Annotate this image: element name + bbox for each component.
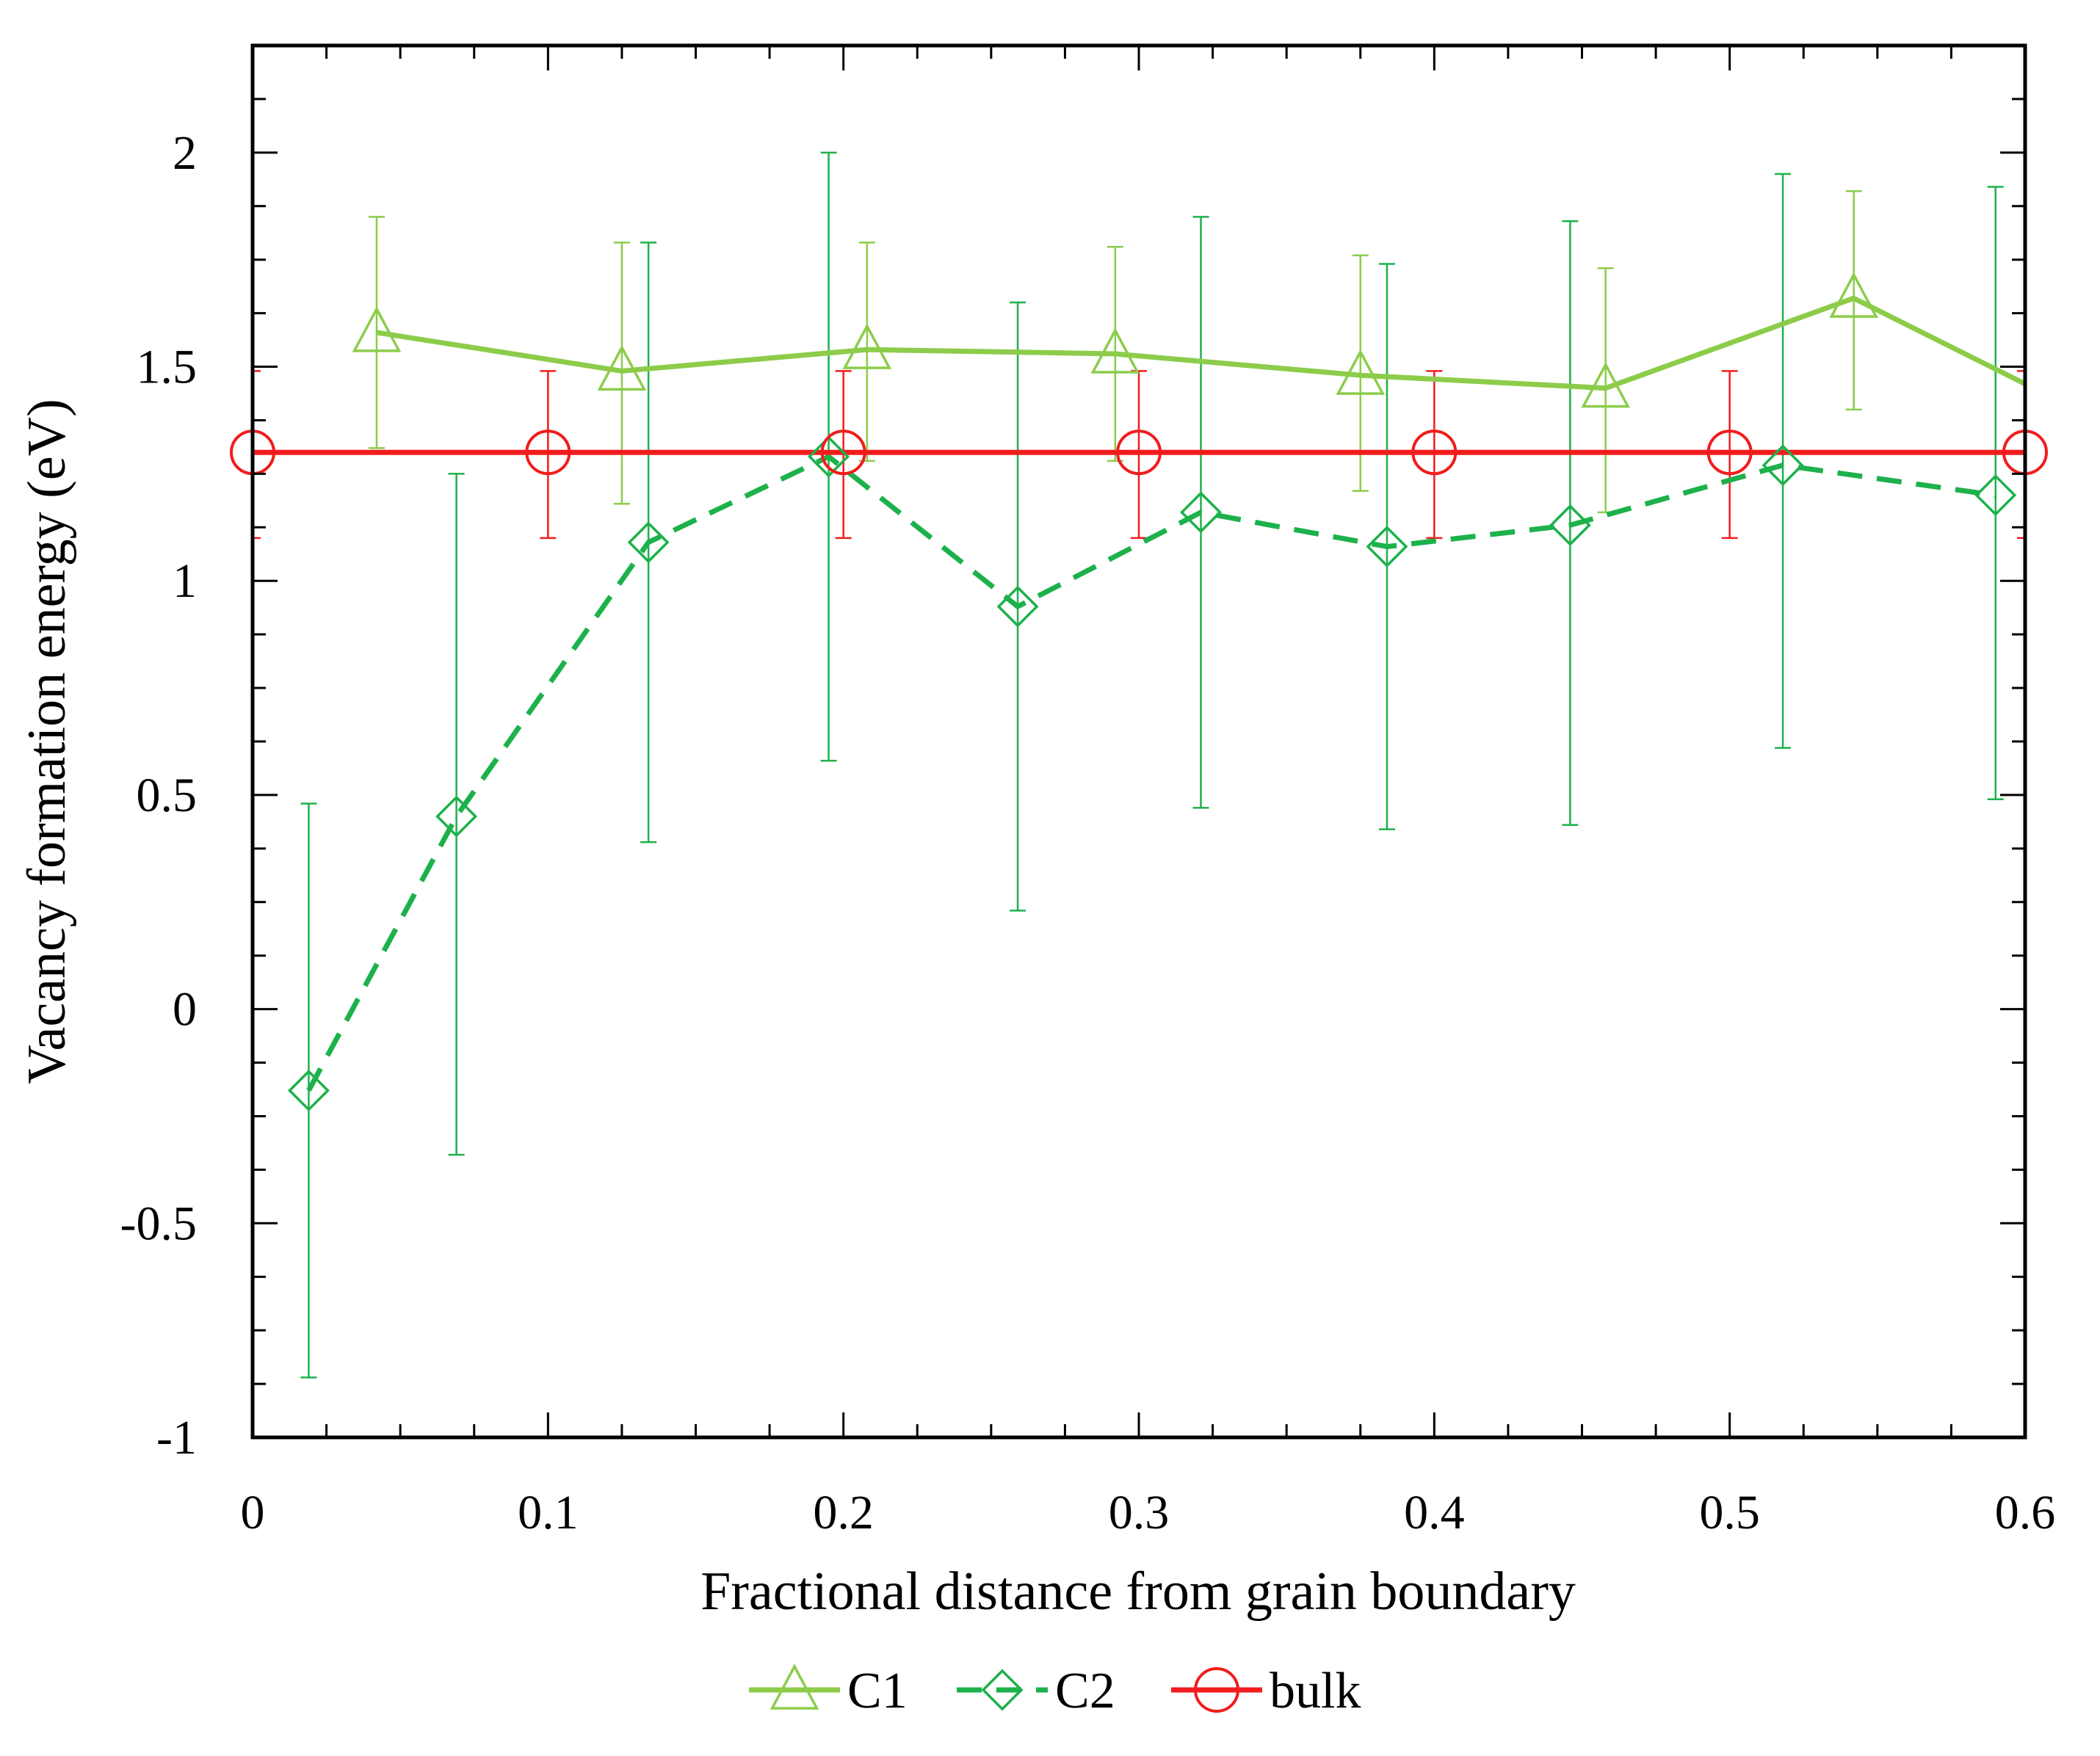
- axis-ticks-layer: [251, 44, 2027, 1439]
- c2-data-point: [1366, 526, 1408, 568]
- y-axis-title: Vacancy formation energy (eV): [17, 399, 77, 1084]
- c1-data-point: [1581, 361, 1631, 408]
- c1-data-point: [1336, 349, 1386, 395]
- legend-c2-label: C2: [1055, 1663, 1115, 1719]
- c1-data-point: [1829, 272, 1878, 318]
- x-tick-label: 0: [241, 1486, 265, 1539]
- legend-bulk-label: bulk: [1270, 1663, 1361, 1719]
- c2-data-point: [996, 585, 1039, 628]
- c2-data-point: [808, 435, 850, 478]
- x-axis-title: Fractional distance from grain boundary: [700, 1561, 1576, 1622]
- c1-data-point: [352, 306, 402, 352]
- bulk-data-point: [820, 429, 866, 476]
- legend-c2-marker: [981, 1669, 1024, 1711]
- bulk-data-point: [1116, 429, 1162, 476]
- plot-frame: [250, 43, 2027, 1440]
- c1-series-line: [376, 295, 2025, 391]
- x-tick-label: 0.6: [1995, 1486, 2056, 1539]
- c2-series-line: [306, 454, 1996, 1092]
- c2-data-point: [1762, 444, 1804, 487]
- x-tick-label: 0.1: [518, 1486, 579, 1539]
- c1-data-point: [597, 344, 647, 391]
- y-tick-label: 1.5: [137, 341, 198, 394]
- c2-data-point: [287, 1069, 330, 1111]
- error-bars-layer: [253, 151, 2025, 1379]
- c1-data-point: [1090, 327, 1140, 374]
- y-tick-label: 1: [173, 554, 197, 608]
- c2-data-point: [627, 521, 670, 564]
- bulk-data-point: [525, 429, 571, 476]
- y-tick-label: 0.5: [137, 769, 198, 822]
- c2-data-point: [435, 795, 478, 838]
- x-tick-label: 0.4: [1404, 1486, 1465, 1539]
- tick-labels-layer: 0 0.1 0.2 0.3 0.4 0.5 0.6 -1 -0.5 0 0.5 1 1.5 2: [120, 126, 2056, 1539]
- markers-layer: [230, 272, 2048, 1111]
- x-tick-label: 0.2: [813, 1486, 874, 1539]
- bulk-data-point: [1706, 429, 1753, 476]
- legend-c1-label: C1: [847, 1663, 908, 1719]
- y-tick-label: 2: [173, 126, 197, 180]
- legend-c1-marker: [770, 1664, 819, 1710]
- c2-data-point: [1974, 474, 2017, 517]
- y-tick-label: -0.5: [120, 1197, 197, 1250]
- legend: C1 C2 bulk: [749, 1663, 1361, 1719]
- series-lines-layer: [253, 295, 2025, 1092]
- x-tick-label: 0.5: [1699, 1486, 1760, 1539]
- bulk-data-point: [1411, 429, 1458, 476]
- y-tick-label: 0: [173, 983, 197, 1037]
- legend-bulk-marker: [1194, 1667, 1239, 1713]
- c2-data-point: [1180, 491, 1222, 534]
- c2-data-point: [1549, 504, 1591, 546]
- y-tick-label: -1: [156, 1411, 197, 1465]
- c1-data-point: [842, 323, 892, 369]
- x-tick-label: 0.3: [1109, 1486, 1170, 1539]
